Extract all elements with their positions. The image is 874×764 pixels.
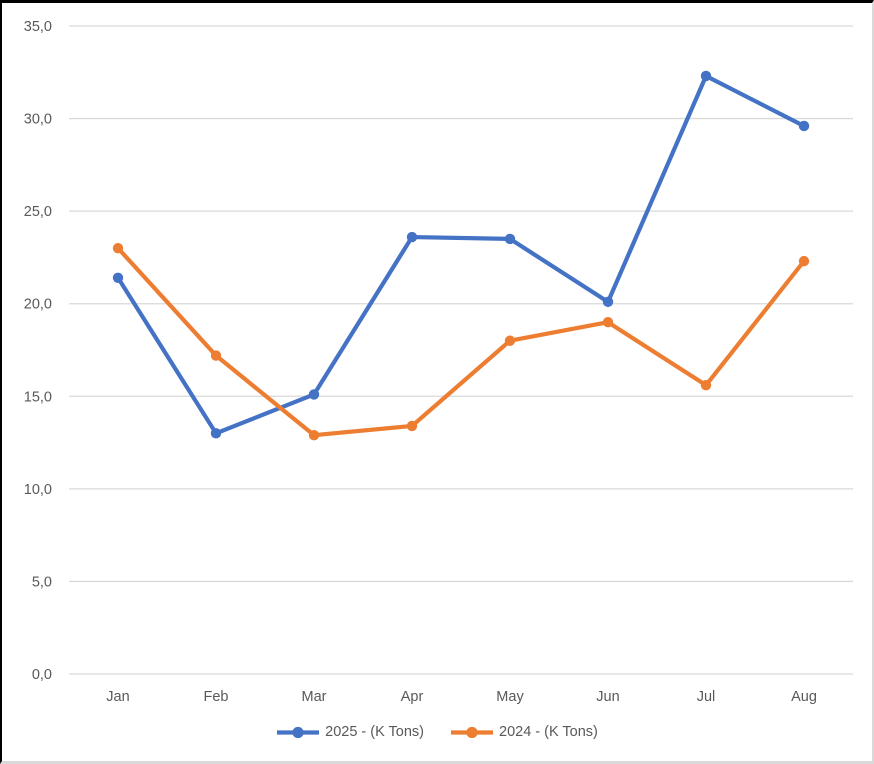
legend-marker-icon <box>451 726 493 738</box>
x-axis-tick-label-mar: Mar <box>302 689 327 705</box>
legend-label-2024: 2024 - (K Tons) <box>499 724 598 740</box>
data-point-2024-feb[interactable] <box>210 350 222 361</box>
data-point-2025-aug[interactable] <box>798 120 810 132</box>
y-axis-tick-label: 10,0 <box>24 482 52 498</box>
x-axis-tick-label-jan: Jan <box>106 689 129 705</box>
legend-item-2025[interactable]: 2025 - (K Tons) <box>276 724 424 740</box>
data-point-2024-may[interactable] <box>504 335 516 346</box>
data-point-2025-jan[interactable] <box>112 272 124 283</box>
legend-item-2024[interactable]: 2024 - (K Tons) <box>450 724 598 740</box>
series-line-2024[interactable] <box>115 246 807 438</box>
y-axis-tick-label: 35,0 <box>24 19 52 35</box>
data-point-2025-jun[interactable] <box>602 296 614 308</box>
legend-marker-icon <box>277 726 320 738</box>
data-point-2024-jun[interactable] <box>602 317 614 328</box>
line-chart-plot-area: 0,0 5,0 10,0 15,0 20,0 25,0 30,0 35,0 Jan Feb Mar A… <box>24 19 853 705</box>
data-point-2024-aug[interactable] <box>798 255 810 267</box>
chart-legend: 2025 - (K Tons) 2024 - (K Tons) <box>2 724 872 740</box>
x-axis-tick-label-feb: Feb <box>204 689 229 705</box>
x-axis-tick-label-apr: Apr <box>401 689 424 705</box>
y-axis-tick-label: 15,0 <box>24 389 52 405</box>
y-axis-tick-label: 5,0 <box>32 574 52 590</box>
data-point-2025-feb[interactable] <box>210 428 222 439</box>
data-point-2025-jul[interactable] <box>700 70 712 82</box>
x-axis-tick-label-may: May <box>496 689 524 705</box>
legend-label-2025: 2025 - (K Tons) <box>325 724 424 740</box>
data-point-2025-apr[interactable] <box>406 231 418 243</box>
y-axis-tick-label: 25,0 <box>24 204 52 220</box>
data-point-2025-may[interactable] <box>504 233 516 245</box>
x-axis-tick-label-aug: Aug <box>791 689 817 705</box>
data-point-2024-mar[interactable] <box>308 429 320 441</box>
data-point-2024-jul[interactable] <box>700 379 712 391</box>
y-axis-tick-label: 30,0 <box>24 112 52 128</box>
y-axis-tick-label: 20,0 <box>24 297 52 313</box>
data-point-2024-apr[interactable] <box>406 420 418 432</box>
data-point-2024-jan[interactable] <box>112 242 124 254</box>
y-axis-tick-label: 0,0 <box>32 667 52 683</box>
series-line-2025[interactable] <box>115 73 807 436</box>
data-point-2025-mar[interactable] <box>308 389 320 400</box>
x-axis-tick-label-jun: Jun <box>596 689 619 705</box>
x-axis-tick-label-jul: Jul <box>697 689 716 705</box>
